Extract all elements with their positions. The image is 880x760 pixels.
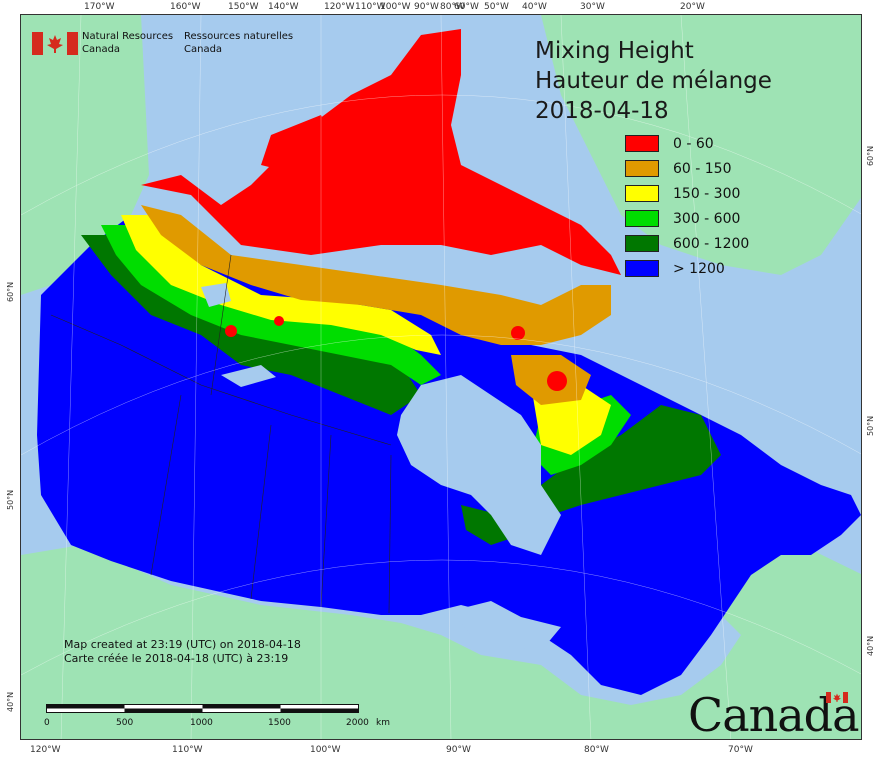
graticule-label-top: 80°W	[440, 2, 465, 12]
wordmark-flag-icon	[826, 692, 848, 703]
graticule-label-bottom: 120°W	[30, 745, 61, 755]
zone-0-60-spot	[225, 325, 237, 337]
zone-0-60-spot	[547, 371, 567, 391]
zone-60-150	[141, 205, 611, 345]
legend-label: 150 - 300	[673, 185, 741, 202]
legend-swatch	[625, 210, 659, 227]
scale-label: 0	[44, 718, 50, 728]
provincial-boundaries	[50, 254, 392, 614]
title-english: Mixing Height	[535, 38, 694, 64]
scale-bar: 0 500 1000 1500 2000 km	[44, 704, 390, 728]
agency-name-fr: Ressources naturelles	[184, 31, 294, 42]
graticule-label-top: 50°W	[484, 2, 509, 12]
zone-600-1200-east	[541, 405, 721, 515]
map-canvas[interactable]	[20, 14, 862, 740]
scale-unit: km	[376, 718, 390, 728]
legend: 0 - 60 60 - 150 150 - 300 300 - 600 600 …	[625, 131, 749, 281]
graticule-label-right: 50°N	[866, 415, 875, 436]
graticule-label-top: 120°W	[324, 2, 355, 12]
mixing-height-map	[21, 15, 861, 739]
graticule-label-top: 150°W	[228, 2, 259, 12]
legend-item: 300 - 600	[625, 206, 749, 231]
credit-english: Map created at 23:19 (UTC) on 2018-04-18	[64, 638, 301, 651]
legend-swatch	[625, 235, 659, 252]
legend-swatch	[625, 160, 659, 177]
agency-name-en: Natural Resources	[82, 31, 174, 42]
legend-item: 0 - 60	[625, 131, 749, 156]
graticule-label-bottom: 80°W	[584, 745, 609, 755]
hudson-bay	[397, 375, 561, 555]
graticule-label-top: 170°W	[84, 2, 115, 12]
legend-item: > 1200	[625, 256, 749, 281]
agency-country-en: Canada	[82, 44, 121, 55]
title-french: Hauteur de mélange	[535, 68, 772, 94]
graticule-label-top: 140°W	[268, 2, 299, 12]
legend-item: 150 - 300	[625, 181, 749, 206]
graticule-label-left: 60°N	[6, 281, 15, 302]
graticule-label-right: 40°N	[866, 635, 875, 656]
zone-0-60-spot	[511, 326, 525, 340]
scale-label: 500	[116, 718, 134, 728]
legend-label: > 1200	[673, 260, 725, 277]
graticule-label-bottom: 110°W	[172, 745, 203, 755]
graticule-label-top: 160°W	[170, 2, 201, 12]
scale-label: 1500	[268, 718, 291, 728]
map-credit: Map created at 23:19 (UTC) on 2018-04-18…	[64, 638, 301, 666]
graticule-label-left: 50°N	[6, 489, 15, 510]
zone-300-600	[101, 225, 441, 385]
legend-swatch	[625, 185, 659, 202]
graticule-label-top: 100°W	[380, 2, 411, 12]
greenland-land	[541, 15, 861, 275]
graticule-label-top: 110°W	[355, 2, 386, 12]
legend-label: 300 - 600	[673, 210, 741, 227]
map-date: 2018-04-18	[535, 98, 669, 124]
zone-0-60-spot	[274, 316, 284, 326]
credit-french: Carte créée le 2018-04-18 (UTC) à 23:19	[64, 652, 289, 665]
usa-land	[21, 535, 861, 739]
legend-label: 60 - 150	[673, 160, 732, 177]
great-lakes	[451, 601, 561, 651]
scale-label: 2000	[346, 718, 369, 728]
legend-item: 600 - 1200	[625, 231, 749, 256]
canada-flag-icon	[32, 32, 78, 55]
legend-label: 600 - 1200	[673, 235, 750, 252]
graticule	[21, 15, 861, 739]
graticule-label-top: 40°W	[522, 2, 547, 12]
legend-swatch	[625, 260, 659, 277]
graticule-label-top: 30°W	[580, 2, 605, 12]
great-slave-lake	[221, 365, 276, 387]
graticule-label-left: 40°N	[6, 691, 15, 712]
graticule-label-right: 60°N	[866, 145, 875, 166]
zone-150-300	[121, 215, 441, 355]
scale-label: 1000	[190, 718, 213, 728]
scale-bar-graphic	[46, 704, 359, 713]
legend-label: 0 - 60	[673, 135, 714, 152]
legend-item: 60 - 150	[625, 156, 749, 181]
graticule-label-bottom: 70°W	[728, 745, 753, 755]
graticule-label-bottom: 100°W	[310, 745, 341, 755]
graticule-label-top: 90°W	[414, 2, 439, 12]
graticule-label-top: 60°W	[454, 2, 479, 12]
great-bear-lake	[201, 283, 231, 307]
agency-country-fr: Canada	[184, 44, 223, 55]
map-title: Mixing Height Hauteur de mélange 2018-04…	[535, 36, 772, 126]
graticule-label-top: 20°W	[680, 2, 705, 12]
graticule-label-bottom: 90°W	[446, 745, 471, 755]
legend-swatch	[625, 135, 659, 152]
zone-0-60-arctic	[141, 29, 621, 275]
